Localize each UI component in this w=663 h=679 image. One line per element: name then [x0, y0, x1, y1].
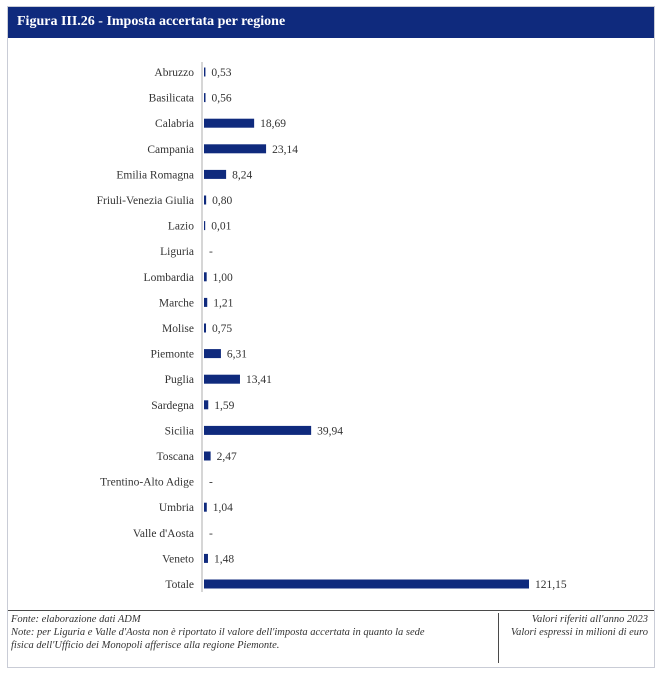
value-label-toscana: 2,47 — [217, 451, 237, 463]
category-label-puglia: Puglia — [165, 374, 194, 386]
value-label-trentino-alto-adige: - — [209, 477, 213, 489]
category-label-toscana: Toscana — [156, 451, 194, 463]
value-label-abruzzo: 0,53 — [211, 67, 231, 79]
bar-veneto — [204, 553, 208, 563]
bar-marche — [204, 297, 208, 307]
value-label-lazio: 0,01 — [211, 221, 231, 233]
category-label-calabria: Calabria — [155, 118, 194, 130]
figure-frame: Figura III.26 - Imposta accertata per re… — [7, 6, 655, 668]
value-label-basilicata: 0,56 — [212, 93, 232, 105]
value-label-valle-d-aosta: - — [209, 528, 213, 540]
bar-campania — [204, 144, 267, 154]
category-label-liguria: Liguria — [160, 246, 194, 258]
footer-divider — [498, 613, 499, 663]
value-label-calabria: 18,69 — [260, 118, 286, 130]
value-label-totale: 121,15 — [535, 579, 567, 591]
category-label-basilicata: Basilicata — [149, 93, 194, 105]
category-label-valle-d-aosta: Valle d'Aosta — [133, 528, 194, 540]
category-label-sardegna: Sardegna — [151, 400, 194, 412]
bar-lombardia — [204, 272, 207, 282]
value-label-veneto: 1,48 — [214, 553, 234, 565]
value-label-sicilia: 39,94 — [317, 425, 343, 437]
value-label-molise: 0,75 — [212, 323, 232, 335]
value-label-marche: 1,21 — [213, 297, 233, 309]
note-line-2: fisica dell'Ufficio dei Monopoli afferis… — [11, 640, 280, 651]
value-label-friuli-venezia-giulia: 0,80 — [212, 195, 232, 207]
bar-calabria — [204, 118, 255, 128]
category-label-friuli-venezia-giulia: Friuli-Venezia Giulia — [97, 195, 194, 207]
bar-puglia — [204, 374, 240, 384]
source-note: Fonte: elaborazione dati ADM — [11, 614, 141, 625]
bar-umbria — [204, 502, 207, 512]
bar-sicilia — [204, 425, 312, 435]
footer-units: Valori riferiti all'anno 2023 Valori esp… — [478, 613, 648, 639]
bar-basilicata — [204, 93, 206, 103]
category-label-totale: Totale — [165, 579, 194, 591]
category-label-campania: Campania — [147, 144, 194, 156]
bar-molise — [204, 323, 207, 333]
category-label-abruzzo: Abruzzo — [154, 67, 194, 79]
value-label-liguria: - — [209, 246, 213, 258]
value-label-campania: 23,14 — [272, 144, 298, 156]
value-label-piemonte: 6,31 — [227, 349, 247, 361]
footer-rule — [8, 610, 654, 611]
figure-title: Figura III.26 - Imposta accertata per re… — [8, 7, 654, 38]
value-label-umbria: 1,04 — [213, 502, 233, 514]
bar-emilia-romagna — [204, 169, 227, 179]
value-label-lombardia: 1,00 — [213, 272, 233, 284]
bar-chart: Abruzzo 0,53 Basilicata 0,56 Calabria 18,69 Ca… — [97, 62, 567, 592]
category-label-molise: Molise — [162, 323, 194, 335]
bar-piemonte — [204, 349, 221, 359]
bar-totale — [204, 579, 529, 589]
category-label-umbria: Umbria — [159, 502, 194, 514]
value-label-sardegna: 1,59 — [214, 400, 234, 412]
category-label-lombardia: Lombardia — [144, 272, 194, 284]
bars-layer: Abruzzo 0,53 Basilicata 0,56 Calabria 18,69 Ca… — [97, 67, 567, 591]
bar-friuli-venezia-giulia — [204, 195, 207, 205]
category-label-sicilia: Sicilia — [165, 425, 194, 437]
bar-toscana — [204, 451, 211, 461]
category-label-emilia-romagna: Emilia Romagna — [116, 169, 194, 181]
category-label-trentino-alto-adige: Trentino-Alto Adige — [100, 477, 194, 489]
category-label-lazio: Lazio — [168, 221, 194, 233]
category-label-marche: Marche — [159, 297, 194, 309]
bar-sardegna — [204, 400, 209, 410]
category-label-piemonte: Piemonte — [151, 349, 194, 361]
year-note: Valori riferiti all'anno 2023 — [531, 614, 648, 625]
footer-notes: Fonte: elaborazione dati ADM Note: per L… — [11, 613, 481, 652]
bar-lazio — [204, 221, 206, 231]
note-line-1: Note: per Liguria e Valle d'Aosta non è … — [11, 627, 425, 638]
value-label-emilia-romagna: 8,24 — [232, 169, 252, 181]
category-label-veneto: Veneto — [162, 553, 194, 565]
value-label-puglia: 13,41 — [246, 374, 272, 386]
bar-abruzzo — [204, 67, 206, 77]
unit-note: Valori espressi in milioni di euro — [510, 627, 648, 638]
